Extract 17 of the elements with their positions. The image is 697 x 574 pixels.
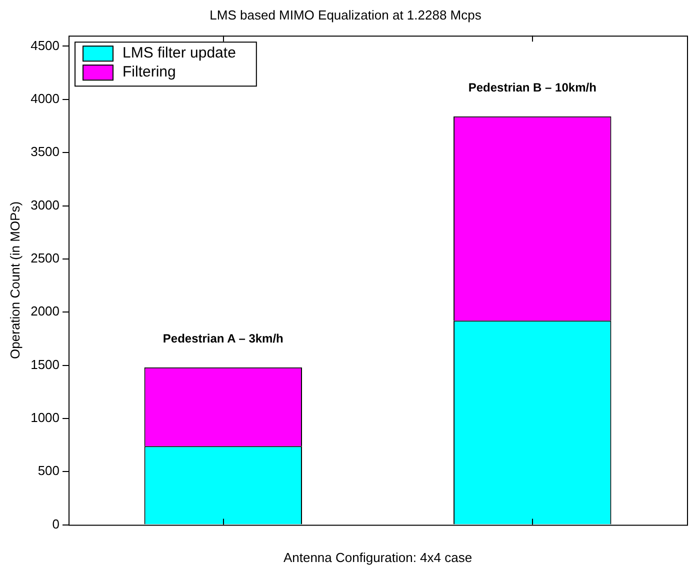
y-tick-label: 4000 [30,90,60,106]
y-tick-label: 3000 [30,197,60,212]
legend-label: Filtering [122,64,176,81]
y-tick-label: 2000 [30,304,60,319]
y-tick-label: 500 [38,463,60,478]
annotation: Pedestrian B – 10km/h [468,80,596,95]
annotation: Pedestrian A – 3km/h [162,332,284,346]
y-tick-label: 0 [52,516,60,532]
y-tick-label: 1500 [30,356,60,372]
y-tick-label: 2500 [30,250,60,266]
legend-label: LMS filter update [122,44,236,62]
x-axis-title: Antenna Configuration: 4x4 case [283,550,472,565]
y-tick-label: 4500 [30,38,60,53]
y-tick-label: 1000 [30,410,60,426]
chart-title: LMS based MIMO Equalization at 1.2288 Mcps [210,7,482,22]
y-axis-title: Operation Count (in MOPs) [7,201,22,359]
y-tick-label: 3500 [30,144,60,160]
